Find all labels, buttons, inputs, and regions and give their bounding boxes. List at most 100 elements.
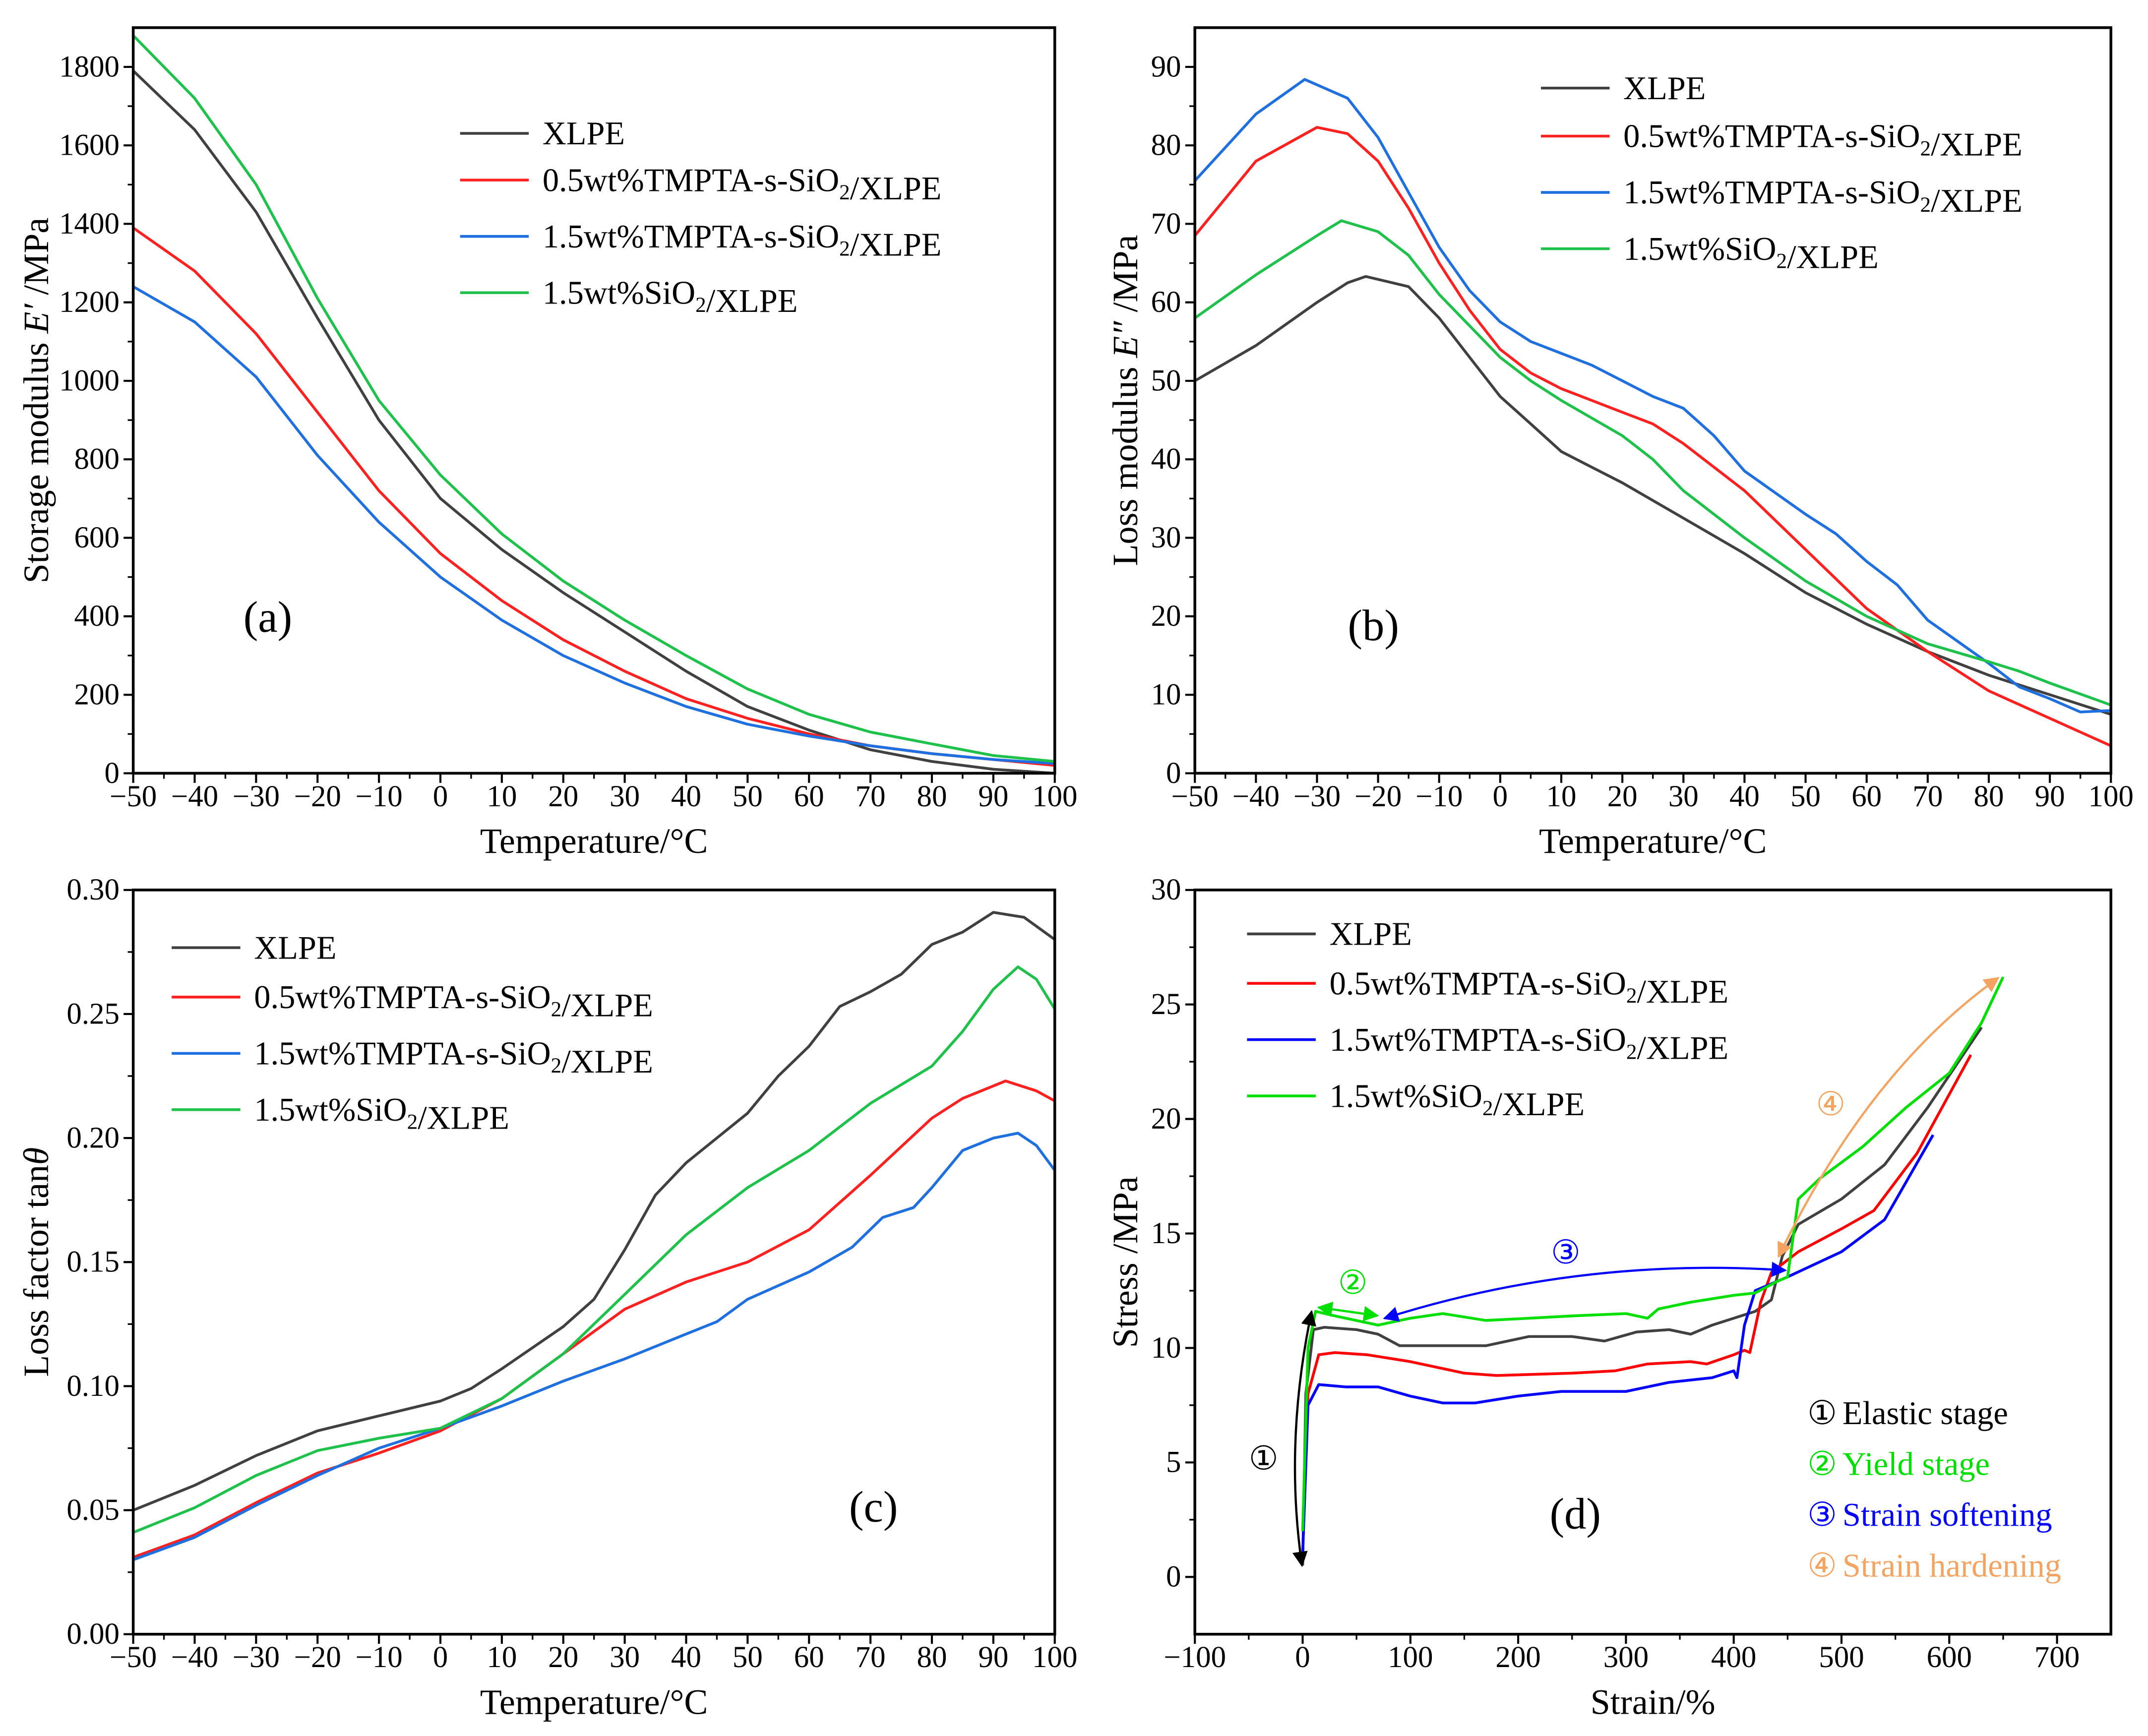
x-tick-label: 700 <box>2034 1641 2080 1674</box>
stage-arrow-3 <box>1383 1261 1787 1322</box>
x-tick-label: −10 <box>1415 780 1463 813</box>
x-tick-label: 90 <box>2035 780 2065 813</box>
y-tick-label: 400 <box>74 599 120 633</box>
y-tick-label: 0.10 <box>66 1370 120 1403</box>
legend-label: 0.5wt%TMPTA-s-SiO2/XLPE <box>543 162 942 207</box>
y-tick-label: 1400 <box>59 207 120 240</box>
y-axis-label: Stress /MPa <box>1105 1176 1145 1348</box>
x-tick-label: −30 <box>233 1641 280 1674</box>
y-tick-label: 0 <box>1166 757 1181 790</box>
panel-label: (d) <box>1550 1490 1601 1538</box>
x-tick-label: 20 <box>548 780 578 813</box>
y-tick-label: 60 <box>1151 286 1181 319</box>
y-tick-label: 40 <box>1151 443 1181 476</box>
x-tick-label: −10 <box>355 1641 402 1674</box>
series-line-3 <box>132 34 1055 763</box>
y-tick-label: 15 <box>1151 1217 1181 1250</box>
x-tick-label: 0 <box>433 1641 448 1674</box>
x-tick-label: 40 <box>671 780 701 813</box>
x-tick-label: 0 <box>1295 1641 1310 1674</box>
legend-label: 1.5wt%TMPTA-s-SiO2/XLPE <box>1330 1022 1729 1067</box>
x-tick-label: 20 <box>1607 780 1638 813</box>
x-tick-label: 90 <box>978 1641 1008 1674</box>
stage-marker: ④ <box>1816 1086 1846 1123</box>
x-tick-label: 90 <box>978 780 1008 813</box>
x-tick-label: 70 <box>856 780 886 813</box>
x-tick-label: 60 <box>794 780 824 813</box>
series-line-2 <box>132 1132 1056 1561</box>
legend-label: 1.5wt%SiO2/XLPE <box>543 275 798 319</box>
x-tick-label: −20 <box>1354 780 1402 813</box>
y-axis-label: Loss factor tanθ <box>16 1147 56 1377</box>
y-tick-label: 80 <box>1151 129 1181 162</box>
x-tick-label: −30 <box>233 780 280 813</box>
x-tick-label: −100 <box>1164 1641 1226 1674</box>
x-tick-label: 10 <box>487 780 517 813</box>
stage-legend-item: ④ Strain hardening <box>1807 1548 2061 1584</box>
y-tick-label: 20 <box>1151 1102 1181 1136</box>
x-tick-label: 20 <box>548 1641 578 1674</box>
legend-label: 0.5wt%TMPTA-s-SiO2/XLPE <box>1623 119 2023 163</box>
x-tick-label: 500 <box>1819 1641 1864 1674</box>
panel-label: (c) <box>849 1483 898 1532</box>
x-tick-label: 30 <box>610 1641 640 1674</box>
y-tick-label: 1800 <box>59 50 120 83</box>
x-tick-label: 60 <box>1851 780 1882 813</box>
legend-label: XLPE <box>1623 70 1706 107</box>
y-tick-label: 20 <box>1151 599 1181 633</box>
y-axis-label: Storage modulus E′ /MPa <box>16 218 56 584</box>
y-tick-label: 600 <box>74 521 120 554</box>
x-tick-label: 100 <box>1032 780 1077 813</box>
x-axis-label: Temperature/°C <box>480 1682 708 1722</box>
y-tick-label: 90 <box>1151 50 1181 83</box>
series-line-2 <box>1194 78 2111 714</box>
x-tick-label: 0 <box>433 780 448 813</box>
legend-label: 1.5wt%TMPTA-s-SiO2/XLPE <box>254 1035 653 1080</box>
x-tick-label: 100 <box>1032 1641 1077 1674</box>
x-tick-label: 200 <box>1495 1641 1540 1674</box>
y-tick-label: 30 <box>1151 873 1181 906</box>
y-tick-label: 0.00 <box>66 1617 120 1651</box>
x-tick-label: 10 <box>1546 780 1577 813</box>
x-tick-label: −20 <box>294 780 341 813</box>
legend-label: 1.5wt%SiO2/XLPE <box>254 1092 509 1137</box>
panel-label: (b) <box>1348 601 1399 650</box>
stage-arrow-1 <box>1292 1310 1316 1567</box>
y-tick-label: 50 <box>1151 364 1181 397</box>
y-tick-label: 30 <box>1151 521 1181 554</box>
x-axis-label: Strain/% <box>1591 1682 1716 1722</box>
plot-frame <box>1193 889 2113 1636</box>
y-tick-label: 5 <box>1166 1446 1181 1479</box>
x-tick-label: 0 <box>1493 780 1508 813</box>
x-tick-label: 50 <box>733 780 763 813</box>
legend-label: 0.5wt%TMPTA-s-SiO2/XLPE <box>1330 965 1729 1010</box>
x-tick-label: −50 <box>110 780 157 813</box>
stage-arrow-2 <box>1317 1302 1379 1321</box>
stage-legend-item: ① Elastic stage <box>1807 1395 2008 1432</box>
x-tick-label: 100 <box>2088 780 2134 813</box>
x-tick-label: 60 <box>794 1641 824 1674</box>
y-tick-label: 1600 <box>59 129 120 162</box>
chart-panel-a: −50 −40 −30 −20 −10 0 10 20 30 40 50 60 70 80 90 100020… <box>16 26 1077 861</box>
x-tick-label: −40 <box>1232 780 1280 813</box>
y-tick-label: 0.15 <box>66 1246 120 1279</box>
legend-label: XLPE <box>543 116 625 152</box>
y-tick-label: 10 <box>1151 1331 1181 1365</box>
series-line-0 <box>1194 275 2112 716</box>
series-line-1 <box>132 1079 1056 1559</box>
stage-legend-item: ③ Strain softening <box>1807 1497 2052 1533</box>
x-tick-label: 50 <box>733 1641 763 1674</box>
y-tick-label: 1200 <box>59 286 120 319</box>
x-tick-label: −50 <box>110 1641 157 1674</box>
x-axis-label: Temperature/°C <box>480 821 708 861</box>
series-line-3 <box>132 965 1056 1534</box>
y-tick-label: 0 <box>1166 1560 1181 1594</box>
y-tick-label: 1000 <box>59 364 120 397</box>
x-tick-label: 10 <box>487 1641 517 1674</box>
legend-label: XLPE <box>254 930 336 966</box>
x-tick-label: −30 <box>1293 780 1341 813</box>
legend: XLPE 0.5wt%TMPTA-s-SiO2/XLPE 1.5wt%TMPTA-s… <box>1247 916 1728 1123</box>
y-tick-label: 800 <box>74 443 120 476</box>
legend: XLPE 0.5wt%TMPTA-s-SiO2/XLPE 1.5wt%TMPTA-s… <box>1541 70 2023 275</box>
